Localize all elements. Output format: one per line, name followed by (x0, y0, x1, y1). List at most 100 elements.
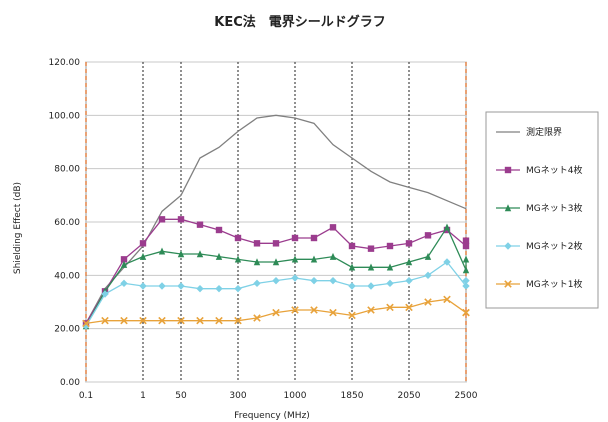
series-3-point (462, 282, 470, 290)
series-1-point (177, 216, 185, 223)
x-tick-label: 1000 (284, 391, 307, 401)
series-4-point (139, 316, 147, 325)
series-4-point (405, 303, 413, 312)
y-tick-label: 0.00 (60, 378, 80, 388)
series-4-point (253, 314, 261, 322)
y-tick-label: 40.00 (54, 271, 80, 281)
series-2-point (367, 263, 375, 271)
chart-title: KEC法 電界シールドグラフ (214, 14, 386, 30)
series-3-point (348, 282, 356, 290)
legend-label: MGネット4枚 (526, 164, 582, 176)
series-4-point (462, 308, 470, 317)
series-3-point (139, 282, 147, 290)
y-tick-label: 100.00 (49, 111, 81, 121)
series-3-point (272, 276, 280, 285)
series-3-point (120, 279, 128, 288)
series-3-point (215, 284, 223, 293)
series-1-point (158, 216, 166, 223)
series-1-line (85, 218, 467, 324)
x-axis-title: Frequency (MHz) (234, 411, 310, 421)
series-4-point (386, 303, 394, 312)
series-1-point (272, 240, 280, 247)
x-tick-label: 0.1 (79, 391, 93, 401)
series-2-point (405, 258, 413, 266)
series-3-point (158, 282, 166, 290)
series-1-point (329, 224, 337, 231)
series-1-point (215, 226, 223, 234)
series-3-point (291, 274, 299, 282)
series-4-point (367, 306, 375, 314)
series-4-point (177, 316, 185, 325)
y-tick-label: 120.00 (49, 58, 81, 68)
series-2-point (424, 252, 432, 260)
x-tick-label: 2500 (455, 391, 478, 401)
series-4-point (272, 308, 280, 317)
series-4-point (310, 306, 318, 314)
series-1-point (120, 256, 128, 263)
x-tick-label: 1850 (341, 391, 364, 401)
series-3-point (101, 290, 109, 298)
series-2-point (462, 266, 470, 274)
legend-label: MGネット1枚 (526, 278, 582, 290)
series-4-point (348, 311, 356, 320)
series-2-point (272, 258, 280, 266)
series-1-point (291, 234, 299, 242)
series-3-point (405, 276, 413, 285)
series-4-point (196, 316, 204, 325)
series-2-point (215, 252, 223, 260)
series-2-point (120, 260, 128, 268)
series-4-point (291, 306, 299, 314)
series-1-point (462, 237, 470, 244)
series-1-point (196, 221, 204, 228)
series-4-point (329, 308, 337, 317)
series-1-point (405, 240, 413, 247)
series-2-point (177, 250, 185, 258)
series-4-point (82, 319, 90, 328)
series-1-point (386, 242, 394, 250)
y-axis-title: Shielding Effect (dB) (13, 182, 23, 274)
series-4-point (101, 316, 109, 325)
series-3-point (386, 279, 394, 288)
y-tick-label: 20.00 (54, 325, 80, 335)
series-2-line (85, 225, 467, 327)
series-1-point (367, 245, 375, 252)
series-2-point (139, 252, 147, 260)
series-3-point (424, 271, 432, 280)
legend-swatch-marker (504, 166, 512, 174)
legend-swatch-marker (504, 242, 512, 250)
series-4-point (158, 316, 166, 325)
series-3-point (367, 282, 375, 290)
series-2-point (443, 223, 451, 231)
x-tick-label: 50 (175, 391, 187, 401)
series-2-point (196, 250, 204, 258)
y-tick-label: 60.00 (54, 218, 80, 228)
series-4-point (443, 295, 451, 304)
legend-box (485, 111, 599, 309)
series-1-point (234, 234, 242, 242)
x-tick-label: 1 (140, 391, 146, 401)
plot-area: 0.00 20.00 40.00 60.00 80.00 100.00 120.00 0.1 1… (49, 58, 478, 401)
legend: 測定限界 MGネット4枚 MGネット3枚 MGネット2枚 MGネット1枚 (485, 111, 599, 309)
series-2-point (348, 263, 356, 271)
series-4-point (234, 316, 242, 325)
series-2-point (386, 263, 394, 271)
legend-swatch-marker (504, 204, 512, 212)
series-2-point (462, 255, 470, 263)
series-3-point (253, 279, 261, 288)
series-3-point (310, 276, 318, 285)
series-3-point (196, 284, 204, 293)
series-2-point (234, 255, 242, 263)
series-3-point (462, 276, 470, 285)
series-2-point (253, 258, 261, 266)
series-4-point (120, 316, 128, 325)
legend-label: MGネット2枚 (526, 240, 582, 252)
series-3-point (329, 276, 337, 285)
x-tick-label: 2050 (398, 391, 421, 401)
series-4-point (424, 298, 432, 306)
series-1-point (348, 242, 356, 250)
series-1-point (462, 242, 470, 250)
legend-swatch-marker (504, 280, 512, 288)
y-tick-label: 80.00 (54, 165, 80, 175)
series-1-point (424, 232, 432, 239)
